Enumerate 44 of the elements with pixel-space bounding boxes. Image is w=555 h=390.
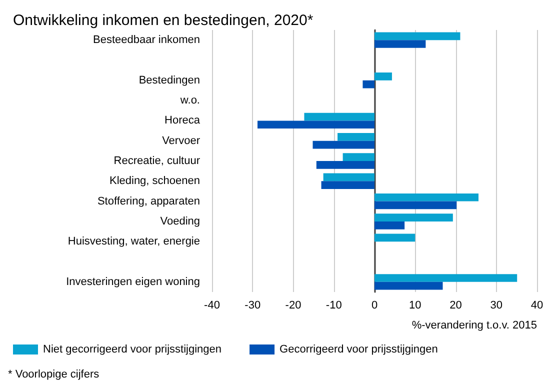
- bar: [312, 140, 374, 149]
- bar: [374, 40, 426, 48]
- bar: [374, 72, 392, 80]
- y-tick-label: Huisvesting, water, energie: [68, 236, 200, 248]
- bar: [258, 120, 374, 129]
- y-tick-label: Voeding: [160, 215, 200, 228]
- y-tick-label: Bestedingen: [138, 74, 200, 86]
- legend-label: Gecorrigeerd voor prijsstijgingen: [280, 344, 438, 356]
- bar: [362, 80, 374, 88]
- x-tick-label: 20: [450, 300, 462, 312]
- bar: [374, 274, 518, 282]
- bar: [374, 32, 460, 40]
- bar: [374, 201, 457, 210]
- text: * Voorlopige cijfers: [8, 368, 100, 380]
- bar: [374, 234, 416, 242]
- x-tick-label: -20: [285, 300, 302, 312]
- bar: [342, 153, 374, 161]
- bar: [374, 282, 443, 290]
- x-tick-label: -10: [326, 300, 342, 312]
- chart-title: Ontwikkeling inkomen en bestedingen, 2020*: [13, 12, 314, 29]
- x-tick-label: -40: [204, 300, 220, 312]
- x-tick-label: -30: [244, 300, 261, 312]
- x-tick-label: 40: [530, 300, 544, 312]
- y-tick-label: Vervoer: [162, 134, 200, 147]
- y-tick-label: Stoffering, apparaten: [97, 195, 200, 208]
- bar: [338, 132, 374, 141]
- bar: [323, 173, 374, 182]
- bar: [321, 181, 374, 190]
- bar: [374, 193, 478, 202]
- y-tick-label: Recreatie, cultuur: [114, 155, 200, 167]
- legend-label: Niet gecorrigeerd voor prijsstijgingen: [43, 344, 222, 356]
- x-tick-label: 30: [490, 300, 502, 312]
- y-tick-label: Investeringen eigen woning: [66, 276, 200, 288]
- bar: [374, 214, 453, 222]
- bar: [316, 161, 374, 169]
- x-axis-title: %-verandering t.o.v. 2015: [412, 320, 537, 332]
- y-tick-label: w.o.: [179, 94, 200, 107]
- y-tick-label: Horeca: [164, 114, 201, 127]
- bar: [304, 112, 374, 121]
- y-tick-label: Kleding, schoenen: [109, 175, 200, 188]
- y-tick-label: Besteedbaar inkomen: [92, 34, 200, 46]
- x-tick-label: 10: [409, 300, 422, 312]
- x-tick-label: 0: [371, 300, 378, 312]
- bar: [374, 221, 405, 230]
